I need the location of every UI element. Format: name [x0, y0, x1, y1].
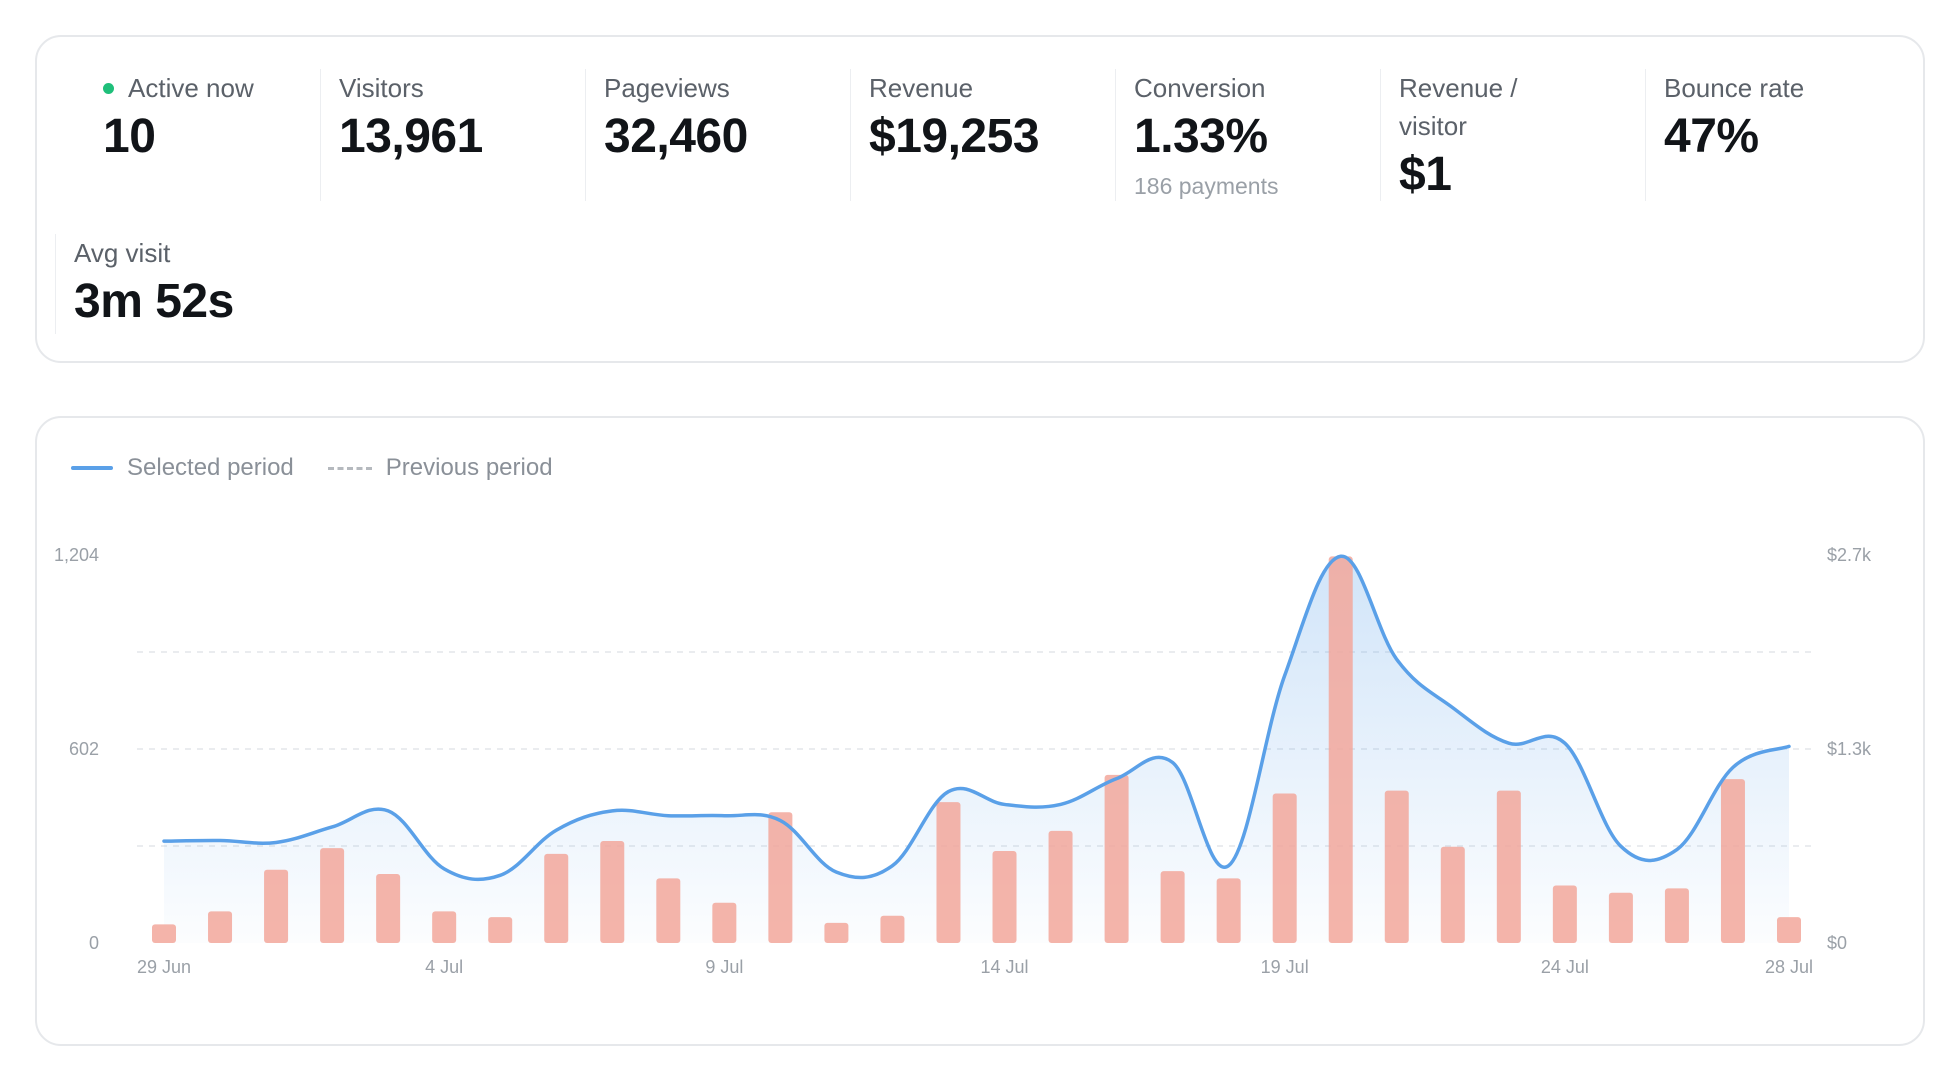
revenue-bar[interactable] — [376, 874, 401, 943]
y-right-tick-label: $2.7k — [1827, 545, 1872, 565]
stat-label: Pageviews — [604, 73, 730, 103]
revenue-bar[interactable] — [1216, 878, 1241, 943]
revenue-bar[interactable] — [264, 869, 289, 943]
y-left-tick-label: 0 — [89, 933, 99, 953]
revenue-bar[interactable] — [1384, 790, 1409, 943]
revenue-bar[interactable] — [656, 878, 681, 943]
revenue-bar[interactable] — [488, 917, 513, 943]
revenue-bar[interactable] — [824, 922, 849, 943]
stat-label: Visitors — [339, 73, 424, 103]
x-tick-label: 29 Jun — [137, 957, 191, 977]
stat-label: Revenue — [869, 73, 974, 103]
chart-card: Selected period Previous period 1,204 602… — [35, 416, 1925, 1046]
x-tick-label: 14 Jul — [980, 957, 1028, 977]
revenue-bar[interactable] — [1496, 790, 1521, 943]
revenue-bar[interactable] — [1328, 556, 1353, 943]
live-indicator-icon — [103, 82, 114, 94]
legend-selected-period[interactable]: Selected period — [71, 454, 294, 482]
stat-active-now[interactable]: Active now 10 — [85, 69, 315, 167]
revenue-bar[interactable] — [600, 840, 625, 943]
revenue-bar[interactable] — [712, 902, 737, 943]
revenue-bar[interactable] — [1608, 892, 1633, 943]
revenue-bar[interactable] — [1104, 774, 1129, 943]
revenue-bar[interactable] — [1160, 871, 1185, 943]
x-tick-label: 4 Jul — [425, 957, 463, 977]
chart-legend: Selected period Previous period — [71, 454, 587, 482]
y-right-tick-label: $0 — [1827, 933, 1847, 953]
stat-label: Revenue / visitor — [1399, 73, 1518, 141]
stat-pageviews[interactable]: Pageviews 32,460 — [585, 69, 820, 201]
x-tick-label: 24 Jul — [1541, 957, 1589, 977]
revenue-bar[interactable] — [1552, 885, 1577, 943]
y-left-tick-label: 602 — [69, 739, 99, 759]
y-right-tick-label: $1.3k — [1827, 739, 1872, 759]
stat-value: 13,961 — [339, 110, 483, 163]
revenue-bar[interactable] — [1664, 888, 1689, 943]
stats-card: Active now 10 Visitors 13,961 Pageviews … — [35, 35, 1925, 363]
revenue-bar[interactable] — [992, 851, 1017, 943]
stat-label: Active now — [128, 73, 254, 103]
x-tick-label: 9 Jul — [705, 957, 743, 977]
legend-label: Previous period — [385, 454, 553, 481]
visitors-area — [164, 556, 1789, 943]
stat-label: Avg visit — [74, 238, 171, 268]
stat-bounce-rate[interactable]: Bounce rate 47% — [1645, 69, 1880, 201]
revenue-bar[interactable] — [208, 911, 233, 943]
revenue-bar[interactable] — [1777, 917, 1801, 943]
stat-conversion[interactable]: Conversion 1.33% 186 payments — [1115, 69, 1350, 201]
traffic-chart[interactable]: 1,204 602 0 $2.7k $1.3k $0 29 Jun 4 Jul 9 Jul 14 … — [37, 418, 1923, 1044]
x-tick-label: 19 Jul — [1261, 957, 1309, 977]
stat-value: $19,253 — [869, 110, 1040, 163]
x-tick-label: 28 Jul — [1765, 957, 1813, 977]
revenue-bar[interactable] — [880, 915, 905, 943]
stat-value: 1.33% — [1134, 110, 1268, 163]
stat-label: Conversion — [1134, 73, 1266, 103]
solid-line-icon — [71, 466, 113, 470]
revenue-bar[interactable] — [544, 853, 569, 943]
stat-visitors[interactable]: Visitors 13,961 — [320, 69, 555, 201]
revenue-bar[interactable] — [936, 802, 961, 943]
revenue-bar[interactable] — [1048, 830, 1073, 943]
revenue-bar[interactable] — [432, 911, 457, 943]
revenue-bar[interactable] — [1272, 793, 1297, 943]
stat-revenue-per-visitor[interactable]: Revenue / visitor $1 — [1380, 69, 1550, 201]
stat-value: 3m 52s — [74, 275, 234, 328]
stat-label: Bounce rate — [1664, 73, 1805, 103]
dashed-line-icon — [327, 466, 372, 470]
revenue-bar[interactable] — [1720, 779, 1745, 943]
revenue-bar[interactable] — [152, 924, 176, 943]
revenue-bar[interactable] — [320, 848, 345, 943]
revenue-bar[interactable] — [768, 812, 793, 943]
stat-value: 32,460 — [604, 110, 748, 163]
legend-previous-period[interactable]: Previous period — [327, 454, 553, 482]
legend-label: Selected period — [127, 454, 294, 481]
stat-subtext: 186 payments — [1134, 173, 1279, 199]
y-left-tick-label: 1,204 — [54, 545, 99, 565]
stat-value: $1 — [1399, 148, 1452, 201]
stat-revenue[interactable]: Revenue $19,253 — [850, 69, 1085, 201]
stat-value: 47% — [1664, 110, 1759, 163]
visitors-line[interactable] — [162, 554, 1791, 882]
stat-avg-visit[interactable]: Avg visit 3m 52s — [55, 234, 315, 334]
stat-value: 10 — [103, 110, 156, 163]
revenue-bar[interactable] — [1440, 846, 1465, 943]
